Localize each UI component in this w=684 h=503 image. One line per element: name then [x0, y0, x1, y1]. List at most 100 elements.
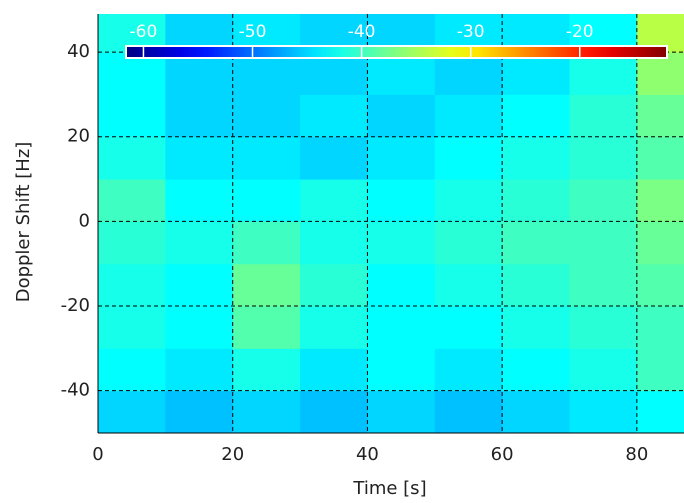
- heat-cell: [165, 52, 234, 95]
- heat-cell: [98, 306, 166, 349]
- heat-cell: [98, 179, 166, 222]
- heat-cell: [165, 179, 234, 222]
- heat-cell: [98, 52, 166, 95]
- heat-cell: [434, 263, 503, 307]
- heat-cell: [636, 263, 684, 307]
- heat-cell: [367, 52, 436, 95]
- heat-cell: [232, 136, 301, 180]
- heat-cell: [636, 52, 684, 95]
- heat-cell: [232, 348, 301, 392]
- heat-cell: [636, 179, 684, 222]
- heat-cell: [434, 94, 503, 138]
- heat-cell: [367, 263, 436, 307]
- heat-cell: [434, 390, 503, 434]
- heat-cell: [165, 136, 234, 180]
- heat-cell: [232, 179, 301, 222]
- heat-cell: [569, 348, 638, 392]
- y-tick-label: 0: [79, 210, 90, 231]
- heat-cell: [569, 179, 638, 222]
- heat-cell: [434, 179, 503, 222]
- heat-cell: [502, 221, 570, 265]
- heat-cell: [636, 136, 684, 180]
- heat-cell: [434, 52, 503, 95]
- heat-cell: [636, 94, 684, 138]
- heat-cell: [569, 136, 638, 180]
- heat-cell: [232, 306, 301, 349]
- x-tick-label: 80: [625, 444, 648, 465]
- heat-cell: [98, 221, 166, 265]
- heat-cell: [502, 179, 570, 222]
- heat-cell: [300, 136, 368, 180]
- heat-cell: [502, 52, 570, 95]
- heat-cell: [165, 306, 234, 349]
- heat-cell: [636, 390, 684, 434]
- y-tick-label: 40: [67, 41, 90, 62]
- heat-cell: [502, 390, 570, 434]
- x-axis-title: Time [s]: [352, 478, 426, 499]
- heat-cell: [300, 52, 368, 95]
- heat-cell: [232, 52, 301, 95]
- heat-cell: [300, 94, 368, 138]
- heat-cell: [165, 221, 234, 265]
- heat-cell: [98, 390, 166, 434]
- heat-cell: [300, 221, 368, 265]
- heat-cell: [98, 94, 166, 138]
- heat-cell: [232, 94, 301, 138]
- heat-cell: [502, 136, 570, 180]
- heat-cell: [434, 221, 503, 265]
- x-tick-label: 20: [221, 444, 244, 465]
- heat-cell: [300, 348, 368, 392]
- heat-cell: [300, 263, 368, 307]
- heat-cell: [367, 221, 436, 265]
- heat-cell: [367, 348, 436, 392]
- heat-cell: [636, 348, 684, 392]
- heat-cell: [367, 306, 436, 349]
- colorbar-tick-label: -40: [348, 22, 376, 42]
- x-tick-label: 40: [356, 444, 379, 465]
- heat-cell: [232, 221, 301, 265]
- heat-cell: [367, 136, 436, 180]
- heat-cell: [367, 94, 436, 138]
- heat-cell: [502, 348, 570, 392]
- x-tick-label: 60: [491, 444, 514, 465]
- colorbar-tick-label: -20: [566, 22, 594, 42]
- y-tick-label: -40: [61, 380, 90, 401]
- colorbar-tick-label: -30: [457, 22, 485, 42]
- heat-cell: [636, 221, 684, 265]
- heat-cell: [232, 263, 301, 307]
- y-tick-label: 20: [67, 126, 90, 147]
- heat-cell: [502, 94, 570, 138]
- heat-cell: [165, 348, 234, 392]
- colorbar-tick-label: -50: [239, 22, 267, 42]
- heat-cell: [569, 94, 638, 138]
- heat-cell: [300, 306, 368, 349]
- heat-cell: [502, 263, 570, 307]
- heatmap: [98, 14, 684, 434]
- heat-cell: [165, 94, 234, 138]
- heat-cell: [98, 136, 166, 180]
- colorbar: -60 -50 -40 -30 -20: [125, 22, 668, 59]
- heat-cell: [569, 263, 638, 307]
- heat-cell: [232, 390, 301, 434]
- heat-cell: [300, 179, 368, 222]
- heat-cell: [165, 263, 234, 307]
- heat-cell: [569, 52, 638, 95]
- heat-cell: [434, 136, 503, 180]
- heat-cell: [98, 263, 166, 307]
- colorbar-scale: [125, 45, 668, 59]
- heat-cell: [434, 348, 503, 392]
- heat-cell: [636, 306, 684, 349]
- heat-cell: [569, 221, 638, 265]
- y-tick-label: -20: [61, 295, 90, 316]
- heat-cell: [367, 390, 436, 434]
- colorbar-tick-label: -60: [130, 22, 158, 42]
- axes: 0 20 40 60 80 -40 -20 0 20 40: [61, 14, 684, 465]
- heat-cell: [98, 348, 166, 392]
- y-axis-title: Doppler Shift [Hz]: [13, 142, 34, 303]
- heat-cell: [569, 306, 638, 349]
- heat-cell: [434, 306, 503, 349]
- heat-cell: [569, 390, 638, 434]
- heat-cell: [165, 390, 234, 434]
- heat-cell: [367, 179, 436, 222]
